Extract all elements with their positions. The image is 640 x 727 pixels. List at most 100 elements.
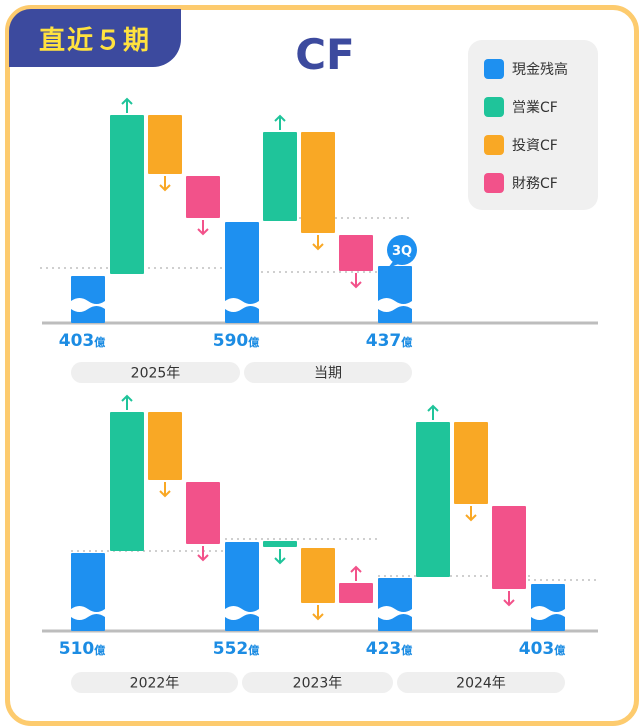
arrow-head <box>121 394 133 402</box>
cash-bar-group: 437億 3Q <box>366 235 417 351</box>
investing-bar <box>301 548 335 603</box>
investing-bar-group <box>301 548 335 621</box>
recent-periods-badge: 直近５期 <box>9 9 181 67</box>
investing-bar-group <box>148 115 182 192</box>
period-pill <box>244 362 412 383</box>
financing-bar <box>186 176 220 218</box>
arrow-head <box>350 281 362 289</box>
cash-bar <box>225 222 259 323</box>
operating-bar <box>110 115 144 274</box>
arrow-head <box>121 97 133 105</box>
legend-item-operating: 営業CF <box>484 96 558 118</box>
operating-bar-group <box>263 114 297 221</box>
cash-value-label: 403億 <box>59 331 106 351</box>
cash-value-label: 590億 <box>213 331 260 351</box>
unit-label: 億 <box>248 335 259 349</box>
arrow-head <box>159 490 171 498</box>
financing-bar-group <box>339 235 373 289</box>
financing-bar <box>186 482 220 544</box>
arrow-head <box>197 228 209 236</box>
cash-bar-group: 423億 <box>366 578 413 659</box>
cash-bar-group: 510億 <box>59 553 106 659</box>
cash-bar-group: 403億 <box>59 276 106 351</box>
operating-bar-group <box>110 97 144 274</box>
legend-swatch-cash <box>484 59 504 79</box>
unit-label: 億 <box>94 335 105 349</box>
legend-label-operating: 営業CF <box>512 100 558 116</box>
arrow-head <box>465 514 477 522</box>
financing-bar-group <box>186 176 220 236</box>
investing-bar-group <box>148 412 182 498</box>
quarter-badge-text: 3Q <box>392 244 412 259</box>
quarter-badge <box>387 235 417 265</box>
cash-bar <box>378 578 412 631</box>
cash-bar-group: 590億 <box>213 222 260 351</box>
cf-panel-1: 403億 590億 437億 3Q 2025年 当期 <box>40 97 598 383</box>
unit-label: 億 <box>401 643 412 657</box>
legend-swatch-financing <box>484 173 504 193</box>
period-label: 2023年 <box>293 676 343 692</box>
investing-bar <box>148 115 182 174</box>
cash-value-label: 552億 <box>213 639 260 659</box>
arrow-head <box>312 243 324 251</box>
investing-bar <box>301 132 335 233</box>
period-label: 2025年 <box>131 366 181 382</box>
axis-break-mark <box>71 606 105 620</box>
financing-bar <box>339 235 373 271</box>
legend-swatch-operating <box>484 97 504 117</box>
axis-break-mark <box>378 298 412 312</box>
period-label: 2022年 <box>130 676 180 692</box>
cash-value-label: 510億 <box>59 639 106 659</box>
operating-bar <box>263 541 297 547</box>
axis-break-mark <box>71 298 105 312</box>
cash-value-label: 423億 <box>366 639 413 659</box>
operating-bar-group <box>110 394 144 551</box>
axis-break-mark <box>225 298 259 312</box>
chart-title: CF <box>295 30 355 79</box>
axis-break-mark <box>531 606 565 620</box>
unit-label: 億 <box>554 643 565 657</box>
arrow-head <box>274 114 286 122</box>
unit-label: 億 <box>401 335 412 349</box>
unit-label: 億 <box>94 643 105 657</box>
legend-swatch-investing <box>484 135 504 155</box>
legend-label-investing: 投資CF <box>512 138 558 154</box>
cash-bar-group: 403億 <box>519 584 566 659</box>
period-pill <box>71 672 238 693</box>
cash-value-label: 403億 <box>519 639 566 659</box>
period-pill <box>397 672 565 693</box>
financing-bar-group <box>339 565 373 603</box>
arrow-head <box>350 565 362 573</box>
financing-bar <box>492 506 526 589</box>
operating-bar-group <box>416 404 450 577</box>
investing-bar-group <box>301 132 335 251</box>
legend-label-cash: 現金残高 <box>512 62 568 78</box>
unit-label: 億 <box>248 643 259 657</box>
legend-item-investing: 投資CF <box>484 134 558 156</box>
investing-bar <box>148 412 182 480</box>
legend-item-financing: 財務CF <box>484 172 558 194</box>
financing-bar <box>339 583 373 603</box>
arrow-head <box>312 613 324 621</box>
arrow-head <box>427 404 439 412</box>
investing-bar <box>454 422 488 504</box>
cash-value-label: 437億 <box>366 331 413 351</box>
cash-bar-group: 552億 <box>213 542 260 659</box>
arrow-head <box>274 557 286 565</box>
period-pill <box>242 672 393 693</box>
period-label: 2024年 <box>456 676 506 692</box>
legend-item-cash: 現金残高 <box>484 58 568 80</box>
cash-bar <box>378 266 412 323</box>
operating-bar <box>416 422 450 577</box>
period-pill <box>71 362 240 383</box>
legend-label-financing: 財務CF <box>512 176 558 192</box>
axis-break-mark <box>378 606 412 620</box>
arrow-head <box>197 554 209 562</box>
financing-bar-group <box>186 482 220 562</box>
operating-bar <box>263 132 297 221</box>
cf-panel-2: 510億 552億 423億 403億 2022年 2023年 2024年 <box>42 394 598 693</box>
arrow-head <box>503 599 515 607</box>
investing-bar-group <box>454 422 488 522</box>
operating-bar <box>110 412 144 551</box>
